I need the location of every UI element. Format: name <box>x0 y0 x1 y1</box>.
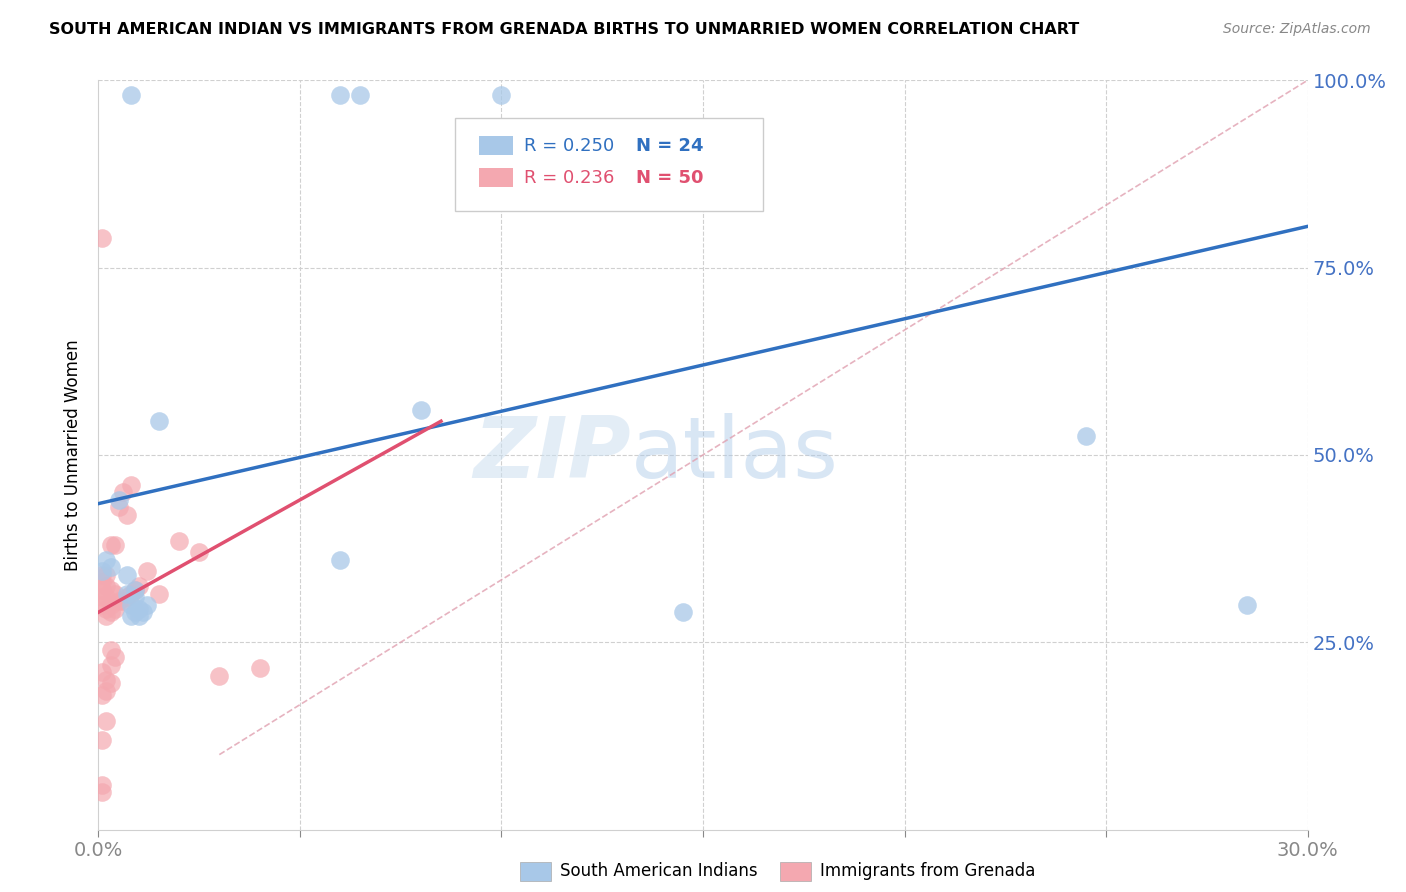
Point <box>167 534 190 549</box>
Point <box>124 582 146 597</box>
Point <box>100 657 122 672</box>
Text: SOUTH AMERICAN INDIAN VS IMMIGRANTS FROM GRENADA BIRTHS TO UNMARRIED WOMEN CORRE: SOUTH AMERICAN INDIAN VS IMMIGRANTS FROM… <box>49 22 1080 37</box>
Point <box>120 88 142 103</box>
Point <box>115 508 138 522</box>
Text: ZIP: ZIP <box>472 413 630 497</box>
Point <box>124 605 146 619</box>
Text: R = 0.250: R = 0.250 <box>524 137 614 155</box>
Text: South American Indians: South American Indians <box>560 863 758 880</box>
Point <box>100 598 122 612</box>
Point <box>132 605 155 619</box>
Text: Immigrants from Grenada: Immigrants from Grenada <box>820 863 1035 880</box>
Point <box>100 560 122 574</box>
Point <box>91 230 114 244</box>
Point <box>111 485 134 500</box>
Point <box>91 591 114 605</box>
Point <box>91 582 114 597</box>
Point <box>100 582 122 597</box>
Point <box>100 676 122 690</box>
Point <box>96 591 118 605</box>
Point <box>249 661 271 675</box>
Text: N = 50: N = 50 <box>637 169 704 186</box>
Point <box>100 538 122 552</box>
Point <box>329 88 352 103</box>
Point <box>115 567 138 582</box>
Text: R = 0.236: R = 0.236 <box>524 169 614 186</box>
Point <box>103 650 125 665</box>
Point <box>100 605 122 619</box>
Point <box>188 545 211 559</box>
Point <box>96 684 118 698</box>
Point <box>91 688 114 702</box>
Point <box>491 88 513 103</box>
Point <box>128 601 150 615</box>
Point <box>111 594 134 608</box>
Point <box>120 586 142 600</box>
Point <box>120 609 142 624</box>
Point <box>329 553 352 567</box>
Point <box>91 785 114 799</box>
Point <box>91 567 114 582</box>
Point <box>135 564 157 578</box>
Point <box>96 673 118 687</box>
Point <box>107 492 129 507</box>
Point <box>96 609 118 624</box>
Point <box>91 778 114 792</box>
Point <box>148 586 170 600</box>
Text: Source: ZipAtlas.com: Source: ZipAtlas.com <box>1223 22 1371 37</box>
Text: atlas: atlas <box>630 413 838 497</box>
Point <box>91 598 114 612</box>
Point <box>103 601 125 615</box>
Point <box>107 500 129 515</box>
Point <box>96 567 118 582</box>
Point <box>96 601 118 615</box>
Point <box>103 538 125 552</box>
FancyBboxPatch shape <box>456 118 763 211</box>
FancyBboxPatch shape <box>479 136 513 155</box>
Y-axis label: Births to Unmarried Women: Births to Unmarried Women <box>65 339 83 571</box>
Point <box>124 591 146 605</box>
Point <box>96 714 118 728</box>
Text: N = 24: N = 24 <box>637 137 704 155</box>
Point <box>672 605 695 619</box>
Point <box>1074 429 1097 443</box>
Point <box>349 88 371 103</box>
Point <box>96 579 118 593</box>
Point <box>91 564 114 578</box>
Point <box>124 582 146 597</box>
Point <box>128 579 150 593</box>
Point <box>120 478 142 492</box>
Point <box>1236 598 1258 612</box>
Point <box>148 414 170 428</box>
Point <box>409 403 432 417</box>
Point <box>115 586 138 600</box>
Point <box>115 591 138 605</box>
Point <box>135 598 157 612</box>
Point <box>128 609 150 624</box>
Point <box>91 575 114 590</box>
Point <box>91 665 114 680</box>
Point <box>120 598 142 612</box>
Point <box>91 732 114 747</box>
Point <box>103 586 125 600</box>
FancyBboxPatch shape <box>479 168 513 186</box>
Point <box>107 594 129 608</box>
Point <box>208 669 231 683</box>
Point <box>100 642 122 657</box>
Point <box>96 553 118 567</box>
